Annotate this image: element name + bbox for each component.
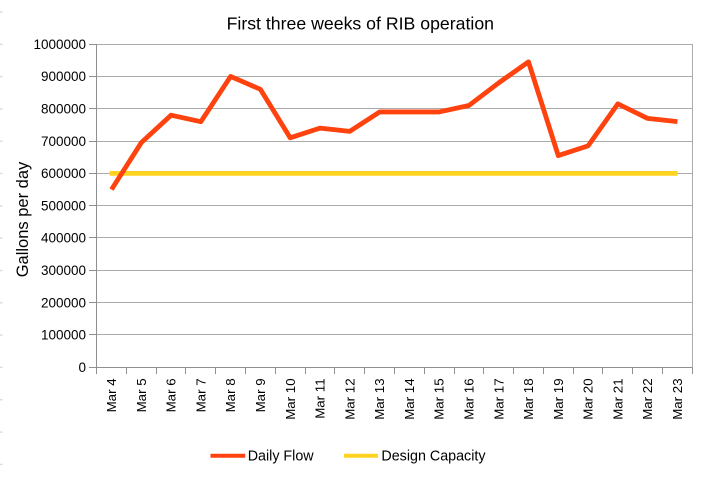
svg-text:Mar 13: Mar 13 [372, 378, 387, 419]
svg-text:Mar 20: Mar 20 [581, 378, 596, 419]
svg-text:Mar 4: Mar 4 [104, 378, 119, 412]
svg-text:500000: 500000 [41, 198, 86, 213]
svg-text:Mar 18: Mar 18 [521, 378, 536, 419]
svg-text:1000000: 1000000 [33, 37, 86, 52]
svg-text:Gallons per day: Gallons per day [14, 161, 32, 277]
svg-text:Mar 15: Mar 15 [432, 378, 447, 419]
svg-text:Mar 7: Mar 7 [193, 378, 208, 412]
svg-text:Mar 10: Mar 10 [283, 378, 298, 419]
svg-text:700000: 700000 [41, 134, 86, 149]
svg-text:100000: 100000 [41, 328, 86, 343]
svg-text:Mar 16: Mar 16 [462, 378, 477, 419]
svg-text:0: 0 [78, 360, 86, 375]
svg-text:Mar 22: Mar 22 [640, 378, 655, 419]
svg-text:Daily Flow: Daily Flow [248, 449, 315, 465]
svg-text:Mar 12: Mar 12 [342, 378, 357, 419]
svg-text:Mar 21: Mar 21 [610, 378, 625, 419]
svg-text:First three weeks of RIB opera: First three weeks of RIB operation [227, 13, 494, 33]
svg-text:Mar 8: Mar 8 [223, 378, 238, 412]
svg-text:900000: 900000 [41, 69, 86, 84]
svg-text:Mar 9: Mar 9 [253, 378, 268, 412]
svg-text:Mar 17: Mar 17 [491, 378, 506, 419]
svg-text:600000: 600000 [41, 166, 86, 181]
svg-text:Design Capacity: Design Capacity [381, 449, 486, 465]
svg-text:200000: 200000 [41, 295, 86, 310]
svg-text:Mar 19: Mar 19 [551, 378, 566, 419]
svg-text:Mar 14: Mar 14 [402, 378, 417, 419]
svg-text:Mar 23: Mar 23 [670, 378, 685, 419]
svg-text:Mar 11: Mar 11 [313, 378, 328, 418]
svg-text:400000: 400000 [41, 231, 86, 246]
svg-text:800000: 800000 [41, 101, 86, 116]
svg-text:Mar 6: Mar 6 [164, 378, 179, 412]
svg-text:300000: 300000 [41, 263, 86, 278]
svg-text:Mar 5: Mar 5 [134, 378, 149, 412]
